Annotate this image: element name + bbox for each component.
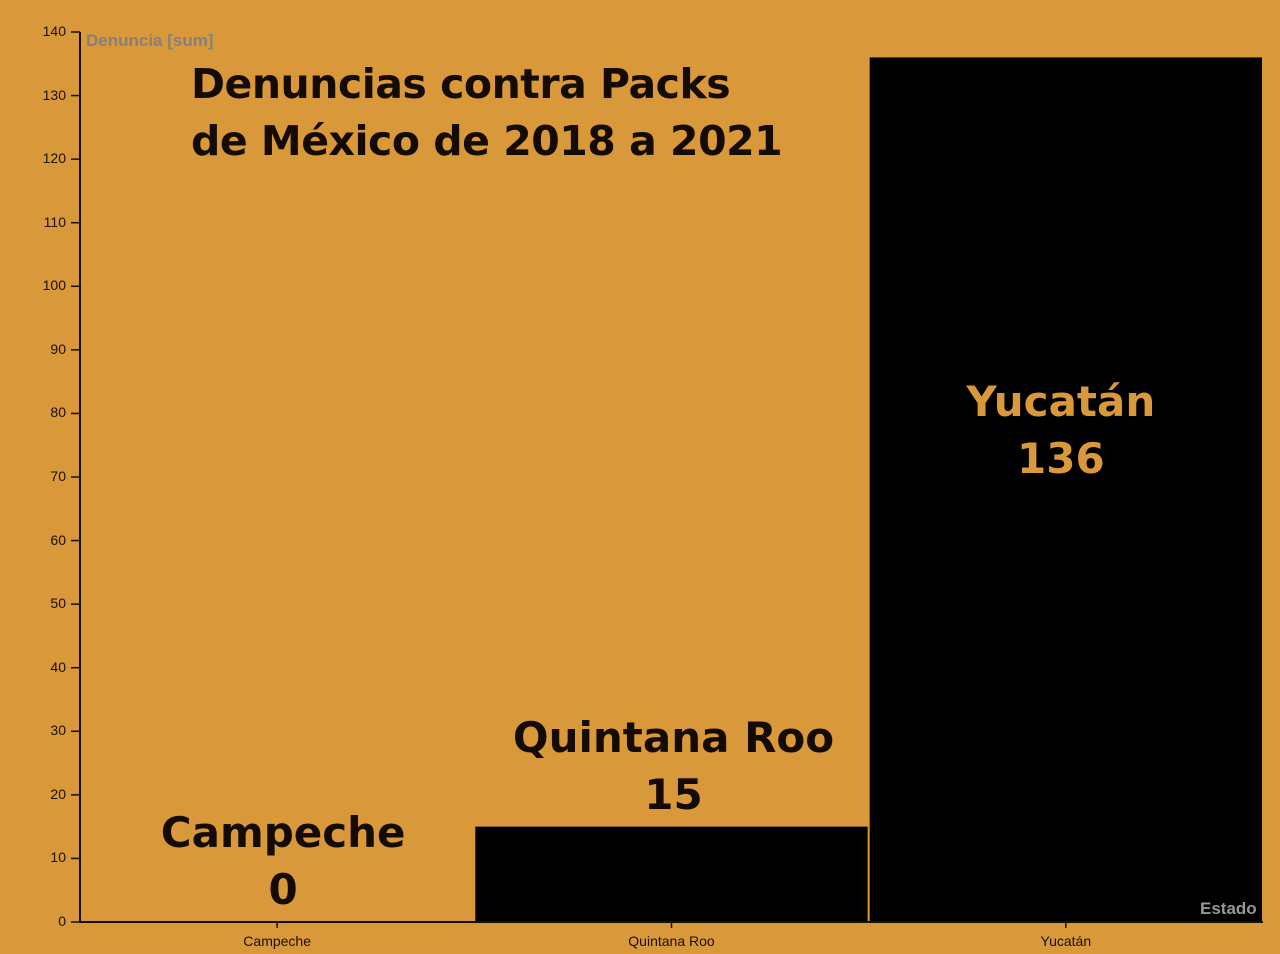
bar-annotation: Yucatán 136 <box>966 373 1155 487</box>
y-tick-label: 80 <box>50 404 66 421</box>
bar-quintana-roo <box>475 826 868 922</box>
chart-title: Denuncias contra Packs de México de 2018… <box>191 56 783 170</box>
x-axis <box>79 921 1263 928</box>
bar-annotation: Quintana Roo 15 <box>513 709 834 823</box>
y-tick-label: 120 <box>42 150 66 167</box>
chart-title-line-2: de México de 2018 a 2021 <box>191 117 783 165</box>
y-tick-label: 130 <box>42 86 66 103</box>
x-tick-label: Campeche <box>243 933 312 949</box>
y-tick-label: 60 <box>50 531 66 548</box>
y-tick-label: 30 <box>50 722 66 739</box>
y-axis <box>71 31 81 923</box>
y-tick-label: 0 <box>58 913 66 929</box>
bar-annotation-name: Quintana Roo <box>512 712 835 762</box>
chart-title-line-1: Denuncias contra Packs <box>191 60 731 108</box>
bar-annotation: Campeche 0 <box>161 804 406 918</box>
y-tick-label: 50 <box>50 595 66 612</box>
y-tick-label: 140 <box>42 23 66 39</box>
y-tick-label: 110 <box>43 213 66 230</box>
bar-annotation-value: 15 <box>644 769 703 819</box>
y-tick-label: 10 <box>50 849 66 866</box>
bar-annotation-value: 0 <box>268 865 298 914</box>
bar-annotation-value: 136 <box>1016 434 1105 483</box>
y-tick-label: 70 <box>50 468 66 484</box>
y-tick-label: 100 <box>42 277 66 294</box>
y-tick-label: 20 <box>50 785 66 802</box>
bar-annotation-name: Yucatán <box>966 377 1156 426</box>
bar-yucatán <box>869 57 1262 922</box>
y-axis-title: Denuncia [sum] <box>86 31 214 50</box>
y-tick-label: 40 <box>50 658 66 675</box>
x-tick-label: Yucatán <box>1040 933 1092 949</box>
x-tick-label: Quintana Roo <box>628 933 715 949</box>
x-axis-title: Estado <box>1200 899 1257 918</box>
bars-group <box>475 57 1262 922</box>
y-tick-label: 90 <box>50 340 66 357</box>
bar-annotation-name: Campeche <box>160 808 406 857</box>
